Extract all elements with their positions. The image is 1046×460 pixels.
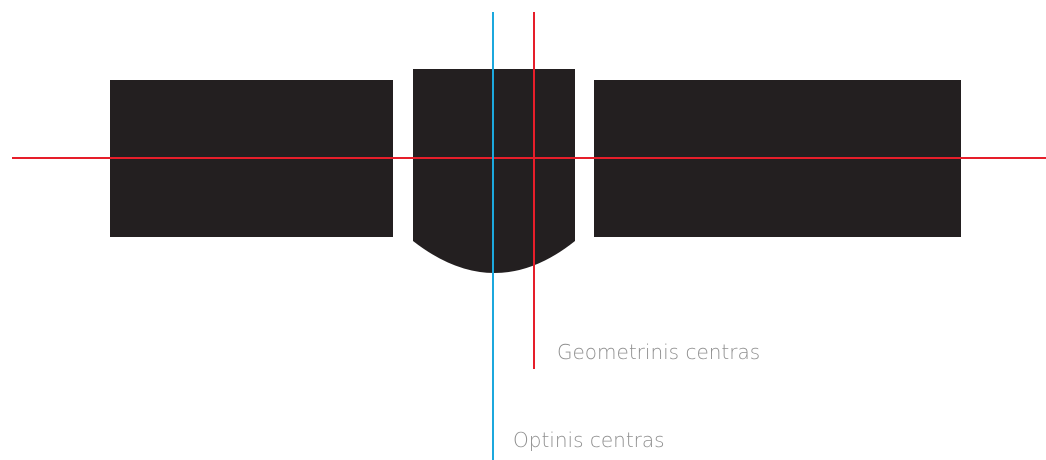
optical-center-label: Optinis centras xyxy=(513,428,665,452)
geometric-center-label: Geometrinis centras xyxy=(557,340,760,364)
